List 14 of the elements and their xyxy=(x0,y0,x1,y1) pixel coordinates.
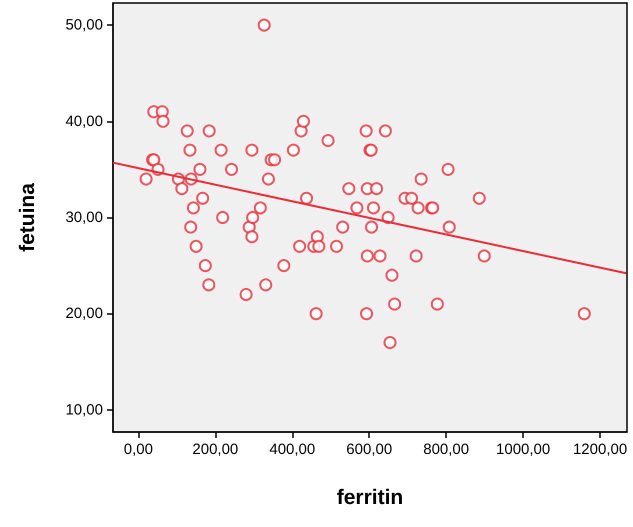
y-tick-label: 40,00 xyxy=(65,112,103,130)
x-tick-label: 200,00 xyxy=(192,441,238,458)
x-tick-label: 0,00 xyxy=(124,441,153,458)
y-tick-label: 30,00 xyxy=(65,209,103,226)
y-tick-label: 10,00 xyxy=(65,401,103,418)
x-tick-label: 400,00 xyxy=(269,441,316,458)
y-axis-title: fetuina xyxy=(16,182,39,252)
x-tick-label: 800,00 xyxy=(423,441,470,458)
y-tick-label: 50,00 xyxy=(65,16,103,34)
x-axis-title: ferritin xyxy=(336,486,404,509)
x-tick-label: 600,00 xyxy=(346,441,392,458)
x-tick-label: 1200,00 xyxy=(572,441,628,458)
x-tick-label: 1000,00 xyxy=(496,441,550,458)
y-tick-label: 20,00 xyxy=(65,305,103,322)
